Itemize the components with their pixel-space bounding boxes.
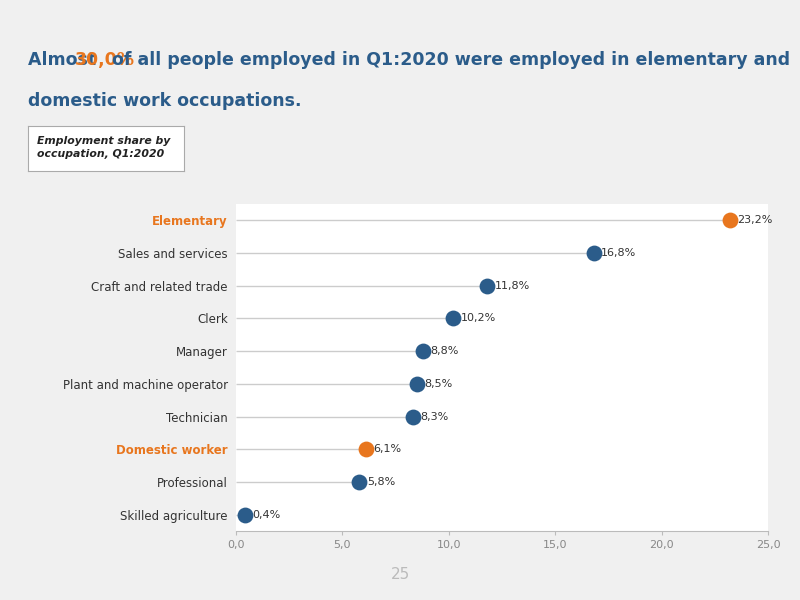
Text: 11,8%: 11,8% — [494, 281, 530, 291]
Text: domestic work occupations.: domestic work occupations. — [28, 92, 302, 110]
Point — [417, 346, 430, 356]
Text: 23,2%: 23,2% — [737, 215, 773, 226]
Point — [481, 281, 494, 290]
Point — [353, 477, 366, 487]
Text: 8,3%: 8,3% — [420, 412, 448, 422]
Point — [359, 445, 372, 454]
Point — [410, 379, 423, 389]
Text: of all people employed in Q1:2020 were employed in elementary and: of all people employed in Q1:2020 were e… — [106, 51, 790, 69]
Point — [446, 314, 459, 323]
Point — [238, 510, 251, 520]
Text: 30,0%: 30,0% — [75, 51, 135, 69]
Text: 5,8%: 5,8% — [367, 477, 395, 487]
Point — [406, 412, 419, 421]
Text: 16,8%: 16,8% — [601, 248, 636, 258]
Point — [587, 248, 600, 258]
Text: 0,4%: 0,4% — [252, 509, 280, 520]
Text: 6,1%: 6,1% — [374, 444, 402, 454]
Text: 8,8%: 8,8% — [430, 346, 459, 356]
Text: 25: 25 — [390, 567, 410, 582]
Text: Almost: Almost — [28, 51, 102, 69]
Text: 10,2%: 10,2% — [461, 313, 496, 323]
Text: Employment share by
occupation, Q1:2020: Employment share by occupation, Q1:2020 — [38, 136, 170, 159]
Point — [723, 215, 736, 225]
Text: 8,5%: 8,5% — [424, 379, 453, 389]
